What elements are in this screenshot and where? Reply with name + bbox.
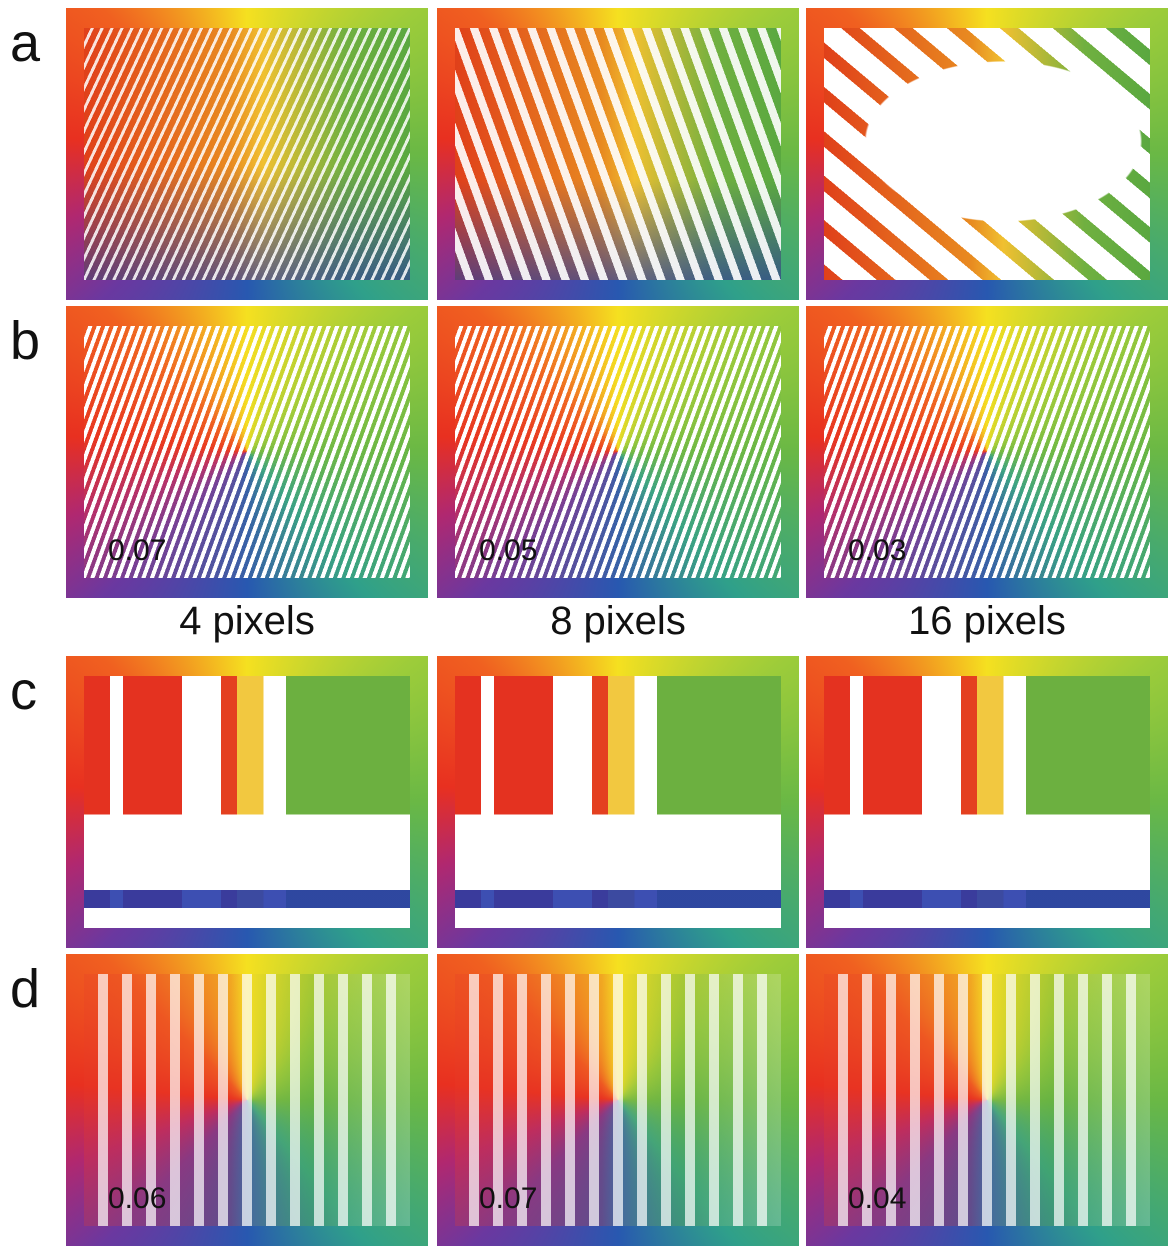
row-label: d	[10, 962, 40, 1016]
flow-image	[824, 676, 1150, 928]
flow-panel: 0.04	[806, 954, 1168, 1246]
error-value: 0.04	[848, 1182, 906, 1216]
flow-image	[84, 676, 410, 928]
flow-image	[84, 28, 410, 280]
flow-panel	[806, 8, 1168, 300]
row-label: c	[10, 664, 37, 718]
error-value: 0.05	[479, 534, 537, 568]
flow-panel: 0.06	[66, 954, 428, 1246]
flow-panel: 0.05	[437, 306, 799, 598]
flow-image	[824, 28, 1150, 280]
column-label: 4 pixels	[66, 596, 428, 646]
error-value: 0.03	[848, 534, 906, 568]
error-value: 0.06	[108, 1182, 166, 1216]
error-value: 0.07	[479, 1182, 537, 1216]
flow-panel: 0.03	[806, 306, 1168, 598]
flow-image	[455, 28, 781, 280]
row-label: a	[10, 16, 40, 70]
flow-panel	[66, 656, 428, 948]
flow-panel	[437, 8, 799, 300]
flow-panel	[437, 656, 799, 948]
flow-panel	[66, 8, 428, 300]
row-label: b	[10, 314, 40, 368]
flow-image	[455, 676, 781, 928]
figure: a b 0.07 0.05 0.03 c d 0.06 0.07 0.04 4 pixels8 pi…	[0, 0, 1168, 1241]
column-label: 16 pixels	[806, 596, 1168, 646]
flow-panel	[806, 656, 1168, 948]
column-label: 8 pixels	[437, 596, 799, 646]
flow-panel: 0.07	[437, 954, 799, 1246]
error-value: 0.07	[108, 534, 166, 568]
flow-panel: 0.07	[66, 306, 428, 598]
